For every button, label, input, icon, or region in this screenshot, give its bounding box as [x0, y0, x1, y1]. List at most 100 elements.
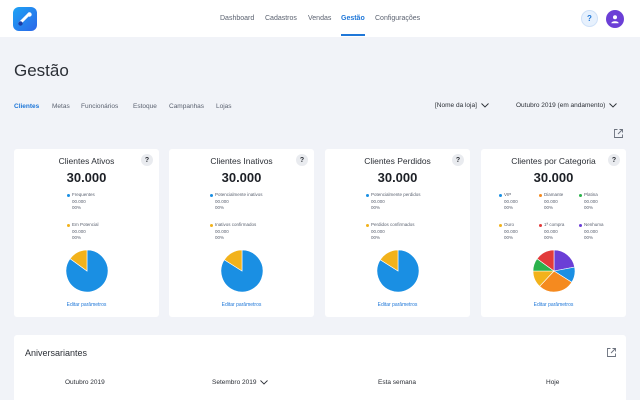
legend-count: 00.000	[544, 198, 558, 204]
card-title: Clientes por Categoria	[511, 156, 596, 166]
tab-funcionarios[interactable]: Funcionários	[81, 103, 119, 110]
edit-parameters-link[interactable]: Editar parâmetros	[533, 302, 574, 308]
legend-label: Em Potencial	[72, 222, 99, 227]
col-esta-semana[interactable]: Esta semana	[378, 379, 416, 386]
top-bar: Dashboard Cadastros Vendas Gestão Config…	[0, 0, 640, 37]
legend-item: Potencialmente inativos 00.000 00%	[210, 192, 263, 212]
card-total: 30.000	[377, 170, 418, 185]
legend-count: 00.000	[215, 198, 229, 204]
legend-item: Frequentes 00.000 00%	[67, 192, 95, 212]
legend-dot	[67, 223, 70, 227]
tab-clientes[interactable]: Clientes	[14, 103, 40, 110]
nav-cadastros[interactable]: Cadastros	[265, 15, 297, 22]
legend-item: Perdidos confirmados 00.000 00%	[366, 222, 415, 242]
card-help-button[interactable]: ?	[608, 154, 620, 166]
nav-dashboard[interactable]: Dashboard	[220, 15, 255, 22]
card-clientes-ativos: Clientes Ativos ? 30.000 Frequentes 00.0…	[14, 149, 159, 317]
card-title: Clientes Perdidos	[364, 156, 431, 166]
legend-dot	[366, 193, 369, 197]
chevron-down-icon	[260, 380, 269, 385]
store-select[interactable]: [Nome da loja]	[435, 102, 489, 109]
card-title: Clientes Ativos	[58, 156, 115, 166]
tab-campanhas[interactable]: Campanhas	[169, 103, 205, 110]
legend-dot	[579, 193, 582, 197]
edit-parameters-link[interactable]: Editar parâmetros	[66, 302, 107, 308]
app-logo[interactable]	[13, 7, 37, 31]
legend-count: 00.000	[371, 198, 385, 204]
card-help-button[interactable]: ?	[296, 154, 308, 166]
legend-label: Frequentes	[72, 192, 95, 197]
legend-dot	[499, 193, 502, 197]
pie-chart	[220, 249, 264, 293]
col-setembro-label: Setembro 2019	[212, 379, 257, 386]
user-avatar[interactable]	[606, 10, 624, 28]
legend-label: VIP	[504, 192, 512, 197]
nav-configuracoes[interactable]: Configurações	[375, 15, 421, 22]
legend-item: Platina 00.000 00%	[579, 192, 598, 212]
card-help-button[interactable]: ?	[452, 154, 464, 166]
legend-label: Nenhuma	[584, 222, 604, 227]
tab-metas[interactable]: Metas	[52, 103, 70, 110]
tab-estoque[interactable]: Estoque	[133, 103, 157, 110]
card-total: 30.000	[66, 170, 107, 185]
legend-percent: 00%	[72, 205, 82, 210]
legend-percent: 00%	[504, 205, 514, 210]
open-external-icon[interactable]	[613, 128, 624, 139]
nav-gestao[interactable]: Gestão	[341, 15, 365, 22]
card-help-button[interactable]: ?	[141, 154, 153, 166]
legend-item: Nenhuma 00.000 00%	[579, 222, 604, 242]
card-clientes-inativos: Clientes Inativos ? 30.000 Potencialment…	[169, 149, 314, 317]
legend-percent: 00%	[215, 205, 225, 210]
help-button[interactable]: ?	[581, 10, 598, 27]
birthday-panel: Aniversariantes Outubro 2019 Setembro 20…	[14, 335, 626, 400]
legend-item: Inativos confirmados 00.000 00%	[210, 222, 256, 242]
period-select[interactable]: Outubro 2019 (em andamento)	[516, 102, 618, 109]
pie-slice	[69, 249, 88, 272]
nav-vendas[interactable]: Vendas	[308, 15, 332, 22]
legend-dot	[539, 223, 542, 227]
legend-label: Ouro	[504, 222, 515, 227]
active-nav-indicator	[341, 34, 365, 36]
legend-percent: 00%	[371, 205, 381, 210]
legend-label: Platina	[584, 192, 598, 197]
legend-item: Ouro 00.000 00%	[499, 222, 518, 242]
card-title: Clientes Inativos	[210, 156, 273, 166]
legend-count: 00.000	[584, 198, 598, 204]
tab-lojas[interactable]: Lojas	[216, 103, 232, 110]
col-hoje[interactable]: Hoje	[546, 379, 560, 386]
open-external-icon[interactable]	[606, 347, 617, 358]
chevron-down-icon	[481, 103, 489, 108]
legend-percent: 00%	[72, 235, 82, 240]
col-outubro[interactable]: Outubro 2019	[65, 379, 105, 386]
card-total: 30.000	[533, 170, 574, 185]
legend-dot	[579, 223, 582, 227]
legend-dot	[366, 223, 369, 227]
legend-item: 1ª compra 00.000 00%	[539, 222, 564, 242]
legend-count: 00.000	[544, 228, 558, 234]
legend-dot	[210, 193, 213, 197]
store-select-value: [Nome da loja]	[435, 102, 477, 109]
pie-slice	[539, 270, 573, 293]
birthday-title: Aniversariantes	[25, 348, 88, 358]
edit-parameters-link[interactable]: Editar parâmetros	[221, 302, 262, 308]
legend-dot	[67, 193, 70, 197]
period-select-value: Outubro 2019 (em andamento)	[516, 102, 606, 109]
legend-percent: 00%	[215, 235, 225, 240]
pie-chart	[65, 249, 109, 293]
legend-count: 00.000	[72, 198, 86, 204]
legend-count: 00.000	[72, 228, 86, 234]
pie-slice	[379, 249, 399, 272]
edit-parameters-link[interactable]: Editar parâmetros	[377, 302, 418, 308]
legend-label: 1ª compra	[544, 222, 565, 227]
legend-item: VIP 00.000 00%	[499, 192, 518, 212]
legend-percent: 00%	[544, 235, 554, 240]
legend-dot	[499, 223, 502, 227]
legend-label: Diamante	[544, 192, 564, 197]
legend-count: 00.000	[504, 198, 518, 204]
legend-count: 00.000	[215, 228, 229, 234]
pie-chart	[532, 249, 576, 293]
col-setembro[interactable]: Setembro 2019	[212, 379, 269, 386]
birthday-columns: Outubro 2019 Setembro 2019 Esta semana H…	[14, 379, 626, 391]
legend-percent: 00%	[584, 235, 594, 240]
legend-percent: 00%	[584, 205, 594, 210]
